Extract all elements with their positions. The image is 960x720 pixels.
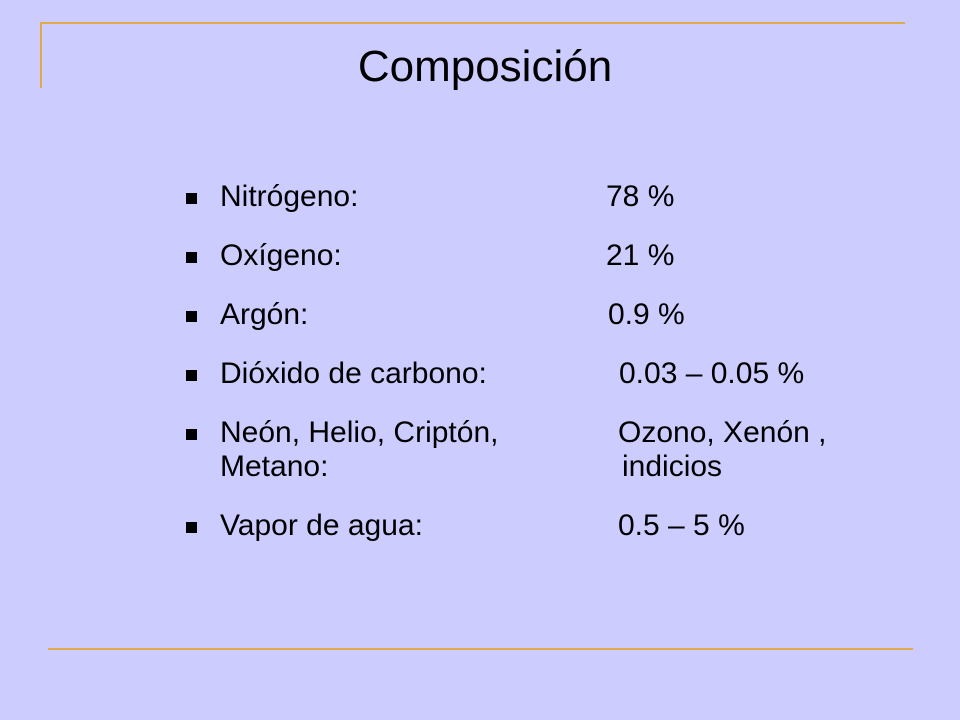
item-value-continued: indicios	[622, 450, 723, 483]
square-bullet-icon	[186, 193, 197, 204]
list-item-water-vapor: Vapor de agua: 0.5 – 5 %	[186, 509, 926, 543]
item-line: Vapor de agua: 0.5 – 5 %	[220, 509, 926, 543]
item-value: 0.03 – 0.05 %	[619, 357, 805, 390]
item-line-continued: Metano: indicios	[220, 450, 926, 484]
item-line: Oxígeno: 21 %	[220, 239, 926, 273]
list-item-trace-gases: Neón, Helio, Criptón, Ozono, Xenón , Met…	[186, 416, 926, 484]
square-bullet-icon	[186, 311, 197, 322]
item-value: 0.9 %	[608, 298, 685, 331]
item-label: Vapor de agua:	[220, 509, 423, 542]
slide-title: Composición	[357, 42, 613, 91]
item-label: Argón:	[220, 298, 309, 331]
composition-list: Nitrógeno: 78 % Oxígeno: 21 % Argón: 0.9…	[186, 180, 926, 568]
top-horizontal-rule	[40, 22, 905, 24]
item-line: Argón: 0.9 %	[220, 298, 926, 332]
item-value: 21 %	[606, 239, 675, 272]
item-line: Nitrógeno: 78 %	[220, 180, 926, 214]
item-label: Dióxido de carbono:	[220, 357, 487, 390]
list-item-nitrogen: Nitrógeno: 78 %	[186, 180, 926, 214]
list-item-argon: Argón: 0.9 %	[186, 298, 926, 332]
list-item-oxygen: Oxígeno: 21 %	[186, 239, 926, 273]
item-label: Nitrógeno:	[220, 180, 359, 213]
item-label: Oxígeno:	[220, 239, 342, 272]
square-bullet-icon	[186, 429, 197, 440]
square-bullet-icon	[186, 370, 197, 381]
item-label-continued: Metano:	[220, 450, 329, 483]
item-value: 78 %	[606, 180, 675, 213]
item-value: Ozono, Xenón ,	[618, 416, 827, 449]
item-label: Neón, Helio, Criptón,	[220, 416, 499, 449]
top-vertical-rule	[40, 22, 42, 88]
list-item-carbon-dioxide: Dióxido de carbono: 0.03 – 0.05 %	[186, 357, 926, 391]
item-value: 0.5 – 5 %	[618, 509, 745, 542]
square-bullet-icon	[186, 252, 197, 263]
item-line: Dióxido de carbono: 0.03 – 0.05 %	[220, 357, 926, 391]
item-line: Neón, Helio, Criptón, Ozono, Xenón ,	[220, 416, 926, 450]
square-bullet-icon	[186, 522, 197, 533]
bottom-horizontal-rule	[48, 648, 913, 650]
